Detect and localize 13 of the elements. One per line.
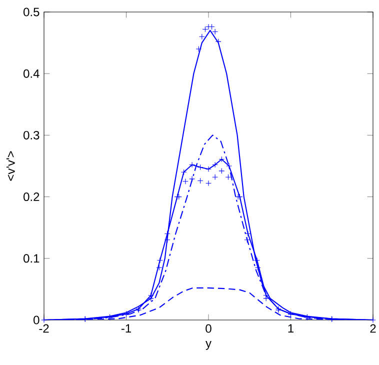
x-tick-label: 0 <box>206 324 212 333</box>
x-tick-label: 1 <box>288 324 294 333</box>
y-tick-label: 0 <box>34 316 40 324</box>
x-tick-label: -1 <box>121 324 131 333</box>
y-tick-label: 0.4 <box>24 69 40 78</box>
y-tick-label: 0.3 <box>24 130 40 140</box>
y-axis-title: <v'v'> <box>6 151 15 181</box>
x-tick-label: -2 <box>39 324 49 333</box>
y-tick-label: 0.5 <box>24 8 40 16</box>
x-tick-label: 2 <box>370 324 376 333</box>
y-tick-label: 0.1 <box>24 254 40 263</box>
x-axis-title: y <box>206 341 212 350</box>
y-tick-label: 0.2 <box>24 192 40 202</box>
